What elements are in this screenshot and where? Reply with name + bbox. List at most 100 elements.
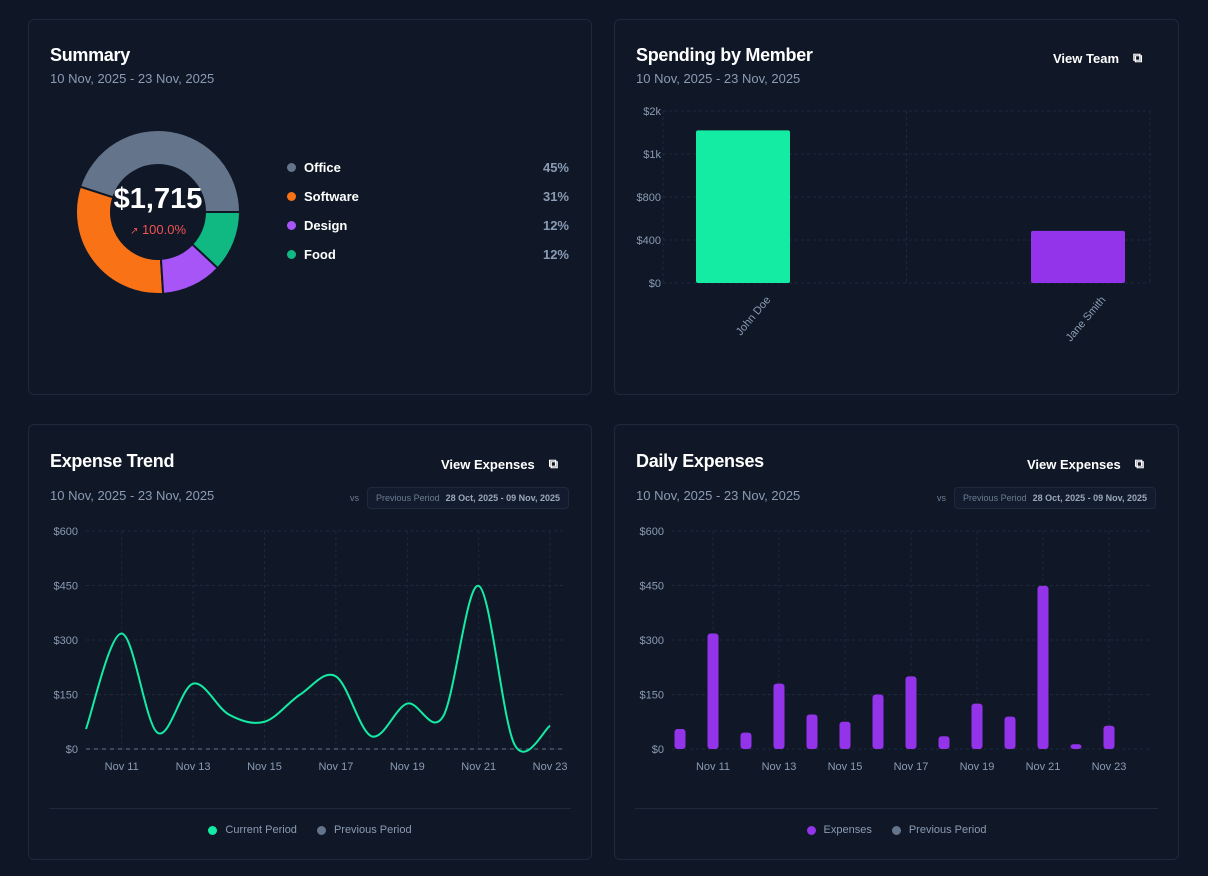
previous-period-range: 28 Oct, 2025 - 09 Nov, 2025: [1032, 493, 1147, 503]
y-tick-label: $450: [640, 581, 664, 593]
legend-dot: [287, 163, 296, 172]
summary-change-value: 100.0%: [141, 222, 187, 237]
daily-legend: Expenses Previous Period: [615, 824, 1178, 836]
summary-total: $1,715: [113, 183, 203, 215]
legend-previous: Previous Period: [891, 824, 986, 836]
bar-nov-20: [1004, 716, 1016, 749]
legend-dot: [287, 192, 296, 201]
bar-nov-13: [773, 683, 785, 749]
legend-expenses: Expenses: [806, 824, 872, 836]
trend-line-chart: $0 $150 $300 $450 $600 Nov 11 Nov 13 Nov 15 Nov …: [54, 526, 568, 773]
comparison-period: vs Previous Period 28 Oct, 2025 - 09 Nov, …: [937, 487, 1156, 509]
legend-label: Food: [304, 247, 336, 262]
view-expenses-link[interactable]: View Expenses ⧉: [441, 456, 558, 472]
external-link-icon: ⧉: [1134, 456, 1145, 471]
legend-current: Current Period: [208, 824, 297, 836]
y-tick-label: $450: [54, 581, 78, 593]
x-tick-label: Nov 11: [696, 761, 730, 773]
external-link-icon: ⧉: [548, 456, 559, 471]
donut-slice-office: [78, 129, 242, 213]
trend-title: Expense Trend: [50, 451, 175, 471]
x-tick-label: Nov 11: [105, 761, 139, 773]
view-team-label: View Team: [1053, 50, 1119, 66]
daily-bar-chart: $0 $150 $300 $450 $600 Nov 11 Nov 13 Nov 15 Nov …: [640, 526, 1151, 773]
trending-up-icon: ↗: [129, 226, 139, 237]
x-tick-label: Nov 23: [533, 761, 568, 773]
comparison-period: vs Previous Period 28 Oct, 2025 - 09 Nov, …: [350, 487, 569, 509]
x-tick-label: Jane Smith: [1064, 294, 1109, 344]
trend-date-range: 10 Nov, 2025 - 23 Nov, 2025: [50, 488, 215, 503]
previous-period-pill: Previous Period 28 Oct, 2025 - 09 Nov, 20…: [954, 487, 1156, 509]
bar-jane-smith: [1031, 230, 1125, 283]
x-tick-label: Nov 15: [828, 761, 863, 773]
y-tick-label: $600: [640, 526, 664, 538]
x-tick-label: Nov 17: [318, 761, 353, 773]
trend-legend: Current Period Previous Period: [29, 824, 591, 836]
donut-slice-food: [190, 211, 242, 270]
member-title: Spending by Member: [636, 45, 813, 65]
x-tick-label: Nov 21: [1026, 761, 1061, 773]
summary-title: Summary: [50, 45, 130, 65]
y-tick-label: $2k: [643, 106, 661, 118]
legend-pct: 12%: [542, 218, 569, 233]
y-tick-label: $300: [640, 635, 664, 647]
y-tick-label: $150: [640, 690, 664, 702]
previous-period-pill: Previous Period 28 Oct, 2025 - 09 Nov, 20…: [367, 487, 569, 509]
bar-nov-12: [740, 732, 752, 749]
x-tick-label: John Doe: [734, 294, 773, 338]
x-tick-label: Nov 15: [247, 761, 282, 773]
view-team-link[interactable]: View Team ⧉: [1053, 50, 1142, 66]
x-tick-label: Nov 13: [762, 761, 797, 773]
bar-nov-21: [1037, 585, 1049, 749]
vs-label: vs: [350, 493, 360, 503]
bar-nov-22: [1070, 744, 1082, 749]
view-expenses-link[interactable]: View Expenses ⧉: [1027, 456, 1144, 472]
daily-title: Daily Expenses: [636, 451, 764, 471]
x-tick-label: Nov 19: [960, 761, 995, 773]
member-date-range: 10 Nov, 2025 - 23 Nov, 2025: [636, 71, 801, 86]
legend-pct: 31%: [542, 189, 569, 204]
previous-period-label: Previous Period: [963, 493, 1027, 503]
y-tick-label: $0: [649, 278, 661, 290]
legend-label: Design: [304, 218, 348, 233]
divider: [49, 808, 571, 809]
external-link-icon: ⧉: [1133, 50, 1143, 65]
previous-period-label: Previous Period: [376, 493, 440, 503]
legend-item: Design 12%: [287, 218, 569, 233]
x-tick-label: Nov 17: [894, 761, 929, 773]
donut-slice-software: [75, 185, 165, 295]
donut-chart: [75, 129, 242, 295]
y-tick-label: $0: [652, 744, 664, 756]
summary-date-range: 10 Nov, 2025 - 23 Nov, 2025: [50, 71, 215, 86]
previous-period-range: 28 Oct, 2025 - 09 Nov, 2025: [445, 493, 560, 503]
bar-nov-19: [971, 703, 983, 749]
member-card: Spending by Member 10 Nov, 2025 - 23 Nov…: [614, 19, 1179, 395]
summary-card: Summary 10 Nov, 2025 - 23 Nov, 2025 $1,7…: [28, 19, 592, 395]
view-expenses-label: View Expenses: [1027, 456, 1121, 472]
bar-nov-15: [839, 721, 851, 749]
view-expenses-label: View Expenses: [441, 456, 535, 472]
legend-dot: [287, 221, 296, 230]
bar-nov-10: [674, 729, 686, 749]
bar-nov-14: [806, 714, 818, 749]
y-tick-label: $150: [54, 690, 78, 702]
legend-label: Office: [304, 160, 341, 175]
bar-nov-23: [1103, 725, 1115, 749]
legend-previous: Previous Period: [316, 824, 412, 836]
bar-john-doe: [696, 130, 790, 283]
bar-nov-17: [905, 676, 917, 749]
y-tick-label: $0: [66, 744, 78, 756]
legend-pct: 12%: [542, 247, 569, 262]
legend-item: Food 12%: [287, 247, 569, 262]
x-tick-label: Nov 21: [461, 761, 496, 773]
x-tick-label: Nov 23: [1092, 761, 1127, 773]
summary-change: ↗ 100.0%: [73, 222, 243, 237]
member-bar-chart: $0 $400 $800 $1k $2k John Doe Jane Smith: [637, 106, 1151, 344]
y-tick-label: $800: [637, 192, 661, 204]
x-tick-label: Nov 13: [176, 761, 211, 773]
x-tick-label: Nov 19: [390, 761, 425, 773]
current-period-line: [85, 584, 551, 753]
bar-nov-18: [938, 736, 950, 749]
legend-label: Software: [304, 189, 359, 204]
bar-nov-16: [872, 694, 884, 749]
